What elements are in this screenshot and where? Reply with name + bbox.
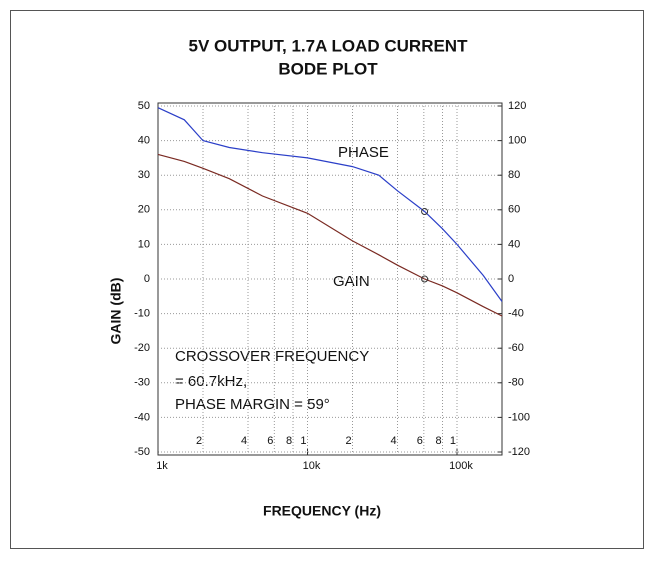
series-line <box>157 153 503 317</box>
y-tick-label: 0 <box>144 273 150 285</box>
x-minor-tick-label: 1 <box>300 435 306 447</box>
crossover-marker <box>421 275 429 283</box>
x-minor-tick-label: 8 <box>435 435 441 447</box>
x-minor-tick-label: 1 <box>450 435 456 447</box>
y2-tick-label: -100 <box>508 411 530 423</box>
y-tick-label: 20 <box>138 204 150 216</box>
x-tick-label: 100k <box>449 460 473 472</box>
x-minor-tick-label: 6 <box>267 435 273 447</box>
y-tick-label: -30 <box>134 377 150 389</box>
frame <box>10 10 644 549</box>
y2-tick-label: 0 <box>508 273 514 285</box>
y-tick-label: 30 <box>138 169 150 181</box>
x-minor-tick-label: 4 <box>390 435 396 447</box>
y2-tick-label: 120 <box>508 100 526 112</box>
annotation: PHASE MARGIN = 59° <box>175 396 330 413</box>
y-tick-label: -10 <box>134 308 150 320</box>
y-tick-label: -40 <box>134 411 150 423</box>
y2-tick-label: 60 <box>508 204 520 216</box>
chart-title: 5V OUTPUT, 1.7A LOAD CURRENT <box>189 36 469 55</box>
x-minor-tick-label: 2 <box>196 435 202 447</box>
y2-tick-label: 80 <box>508 169 520 181</box>
x-minor-tick-label: 8 <box>286 435 292 447</box>
series-line <box>157 107 503 302</box>
x-tick-label: 10k <box>303 460 321 472</box>
y2-tick-label: -80 <box>508 377 524 389</box>
y2-tick-label: 100 <box>508 135 526 147</box>
y-tick-label: 50 <box>138 100 150 112</box>
y-axis-label: GAIN (dB) <box>108 278 124 345</box>
series-label: PHASE <box>338 144 389 161</box>
y2-tick-label: 40 <box>508 238 520 250</box>
y-tick-label: -50 <box>134 446 150 458</box>
y-tick-label: 10 <box>138 238 150 250</box>
series-label: GAIN <box>333 273 370 290</box>
x-minor-tick-label: 6 <box>417 435 423 447</box>
annotation: = 60.7kHz, <box>175 373 247 390</box>
y2-tick-label: -120 <box>508 446 530 458</box>
x-minor-tick-label: 4 <box>241 435 247 447</box>
y-tick-label: -20 <box>134 342 150 354</box>
chart-title: BODE PLOT <box>278 59 378 78</box>
y2-tick-label: -60 <box>508 342 524 354</box>
annotation: CROSSOVER FREQUENCY <box>175 348 369 365</box>
y2-tick-label: -40 <box>508 308 524 320</box>
crossover-marker <box>421 208 429 216</box>
x-tick-label: 1k <box>156 460 168 472</box>
x-minor-tick-label: 2 <box>345 435 351 447</box>
x-axis-label: FREQUENCY (Hz) <box>263 503 381 519</box>
y-tick-label: 40 <box>138 135 150 147</box>
